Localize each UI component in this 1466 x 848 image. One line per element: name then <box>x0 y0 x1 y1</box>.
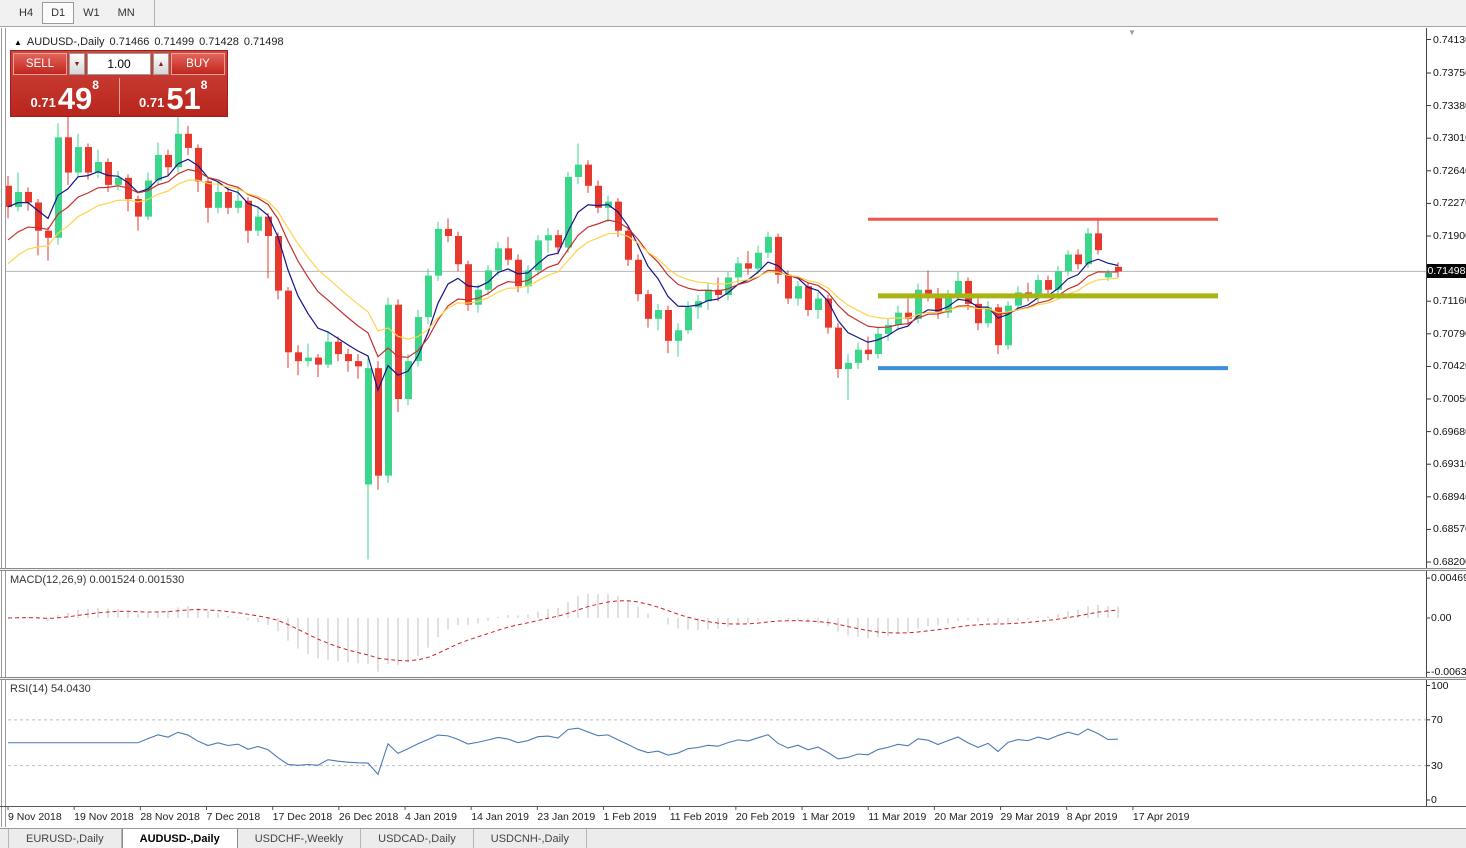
current-price-badge: 0.71498 <box>1427 264 1466 279</box>
volume-increase-button[interactable]: ▲ <box>153 53 169 75</box>
rsi-label: RSI(14) 54.0430 <box>10 683 91 695</box>
chart-tab-bar: EURUSD-,Daily AUDUSD-,Daily USDCHF-,Week… <box>0 828 1466 848</box>
sell-price-pip: 8 <box>92 78 99 92</box>
sell-price-big: 49 <box>57 81 93 117</box>
quote-high: 0.71499 <box>154 36 195 48</box>
sell-button[interactable]: SELL <box>13 53 67 75</box>
price-axis-border <box>1426 28 1427 806</box>
buy-price-pip: 8 <box>200 78 208 92</box>
volume-decrease-button[interactable]: ▼ <box>69 53 85 75</box>
macd-panel-splitter[interactable] <box>0 568 1466 571</box>
macd-label: MACD(12,26,9) 0.001524 0.001530 <box>10 574 185 586</box>
chart-tab-usdchf[interactable]: USDCHF-,Weekly <box>238 829 362 848</box>
buy-price[interactable]: 0.71 51 8 <box>122 76 226 116</box>
chart-title: ▲ AUDUSD-,Daily 0.71466 0.71499 0.71428 … <box>14 36 284 48</box>
toolbar-divider <box>153 0 155 26</box>
buy-price-big: 51 <box>166 81 201 117</box>
chart-tab-usdcnh[interactable]: USDCNH-,Daily <box>474 829 587 848</box>
buy-price-prefix: 0.71 <box>139 95 165 110</box>
chart-tab-audusd[interactable]: AUDUSD-,Daily <box>121 829 238 848</box>
sell-price-prefix: 0.71 <box>30 95 56 110</box>
symbol-name: AUDUSD-,Daily <box>26 36 105 48</box>
buy-button[interactable]: BUY <box>171 53 225 75</box>
timeframe-toolbar: H4 D1 W1 MN <box>0 0 1466 27</box>
timeframe-tab-h4[interactable]: H4 <box>19 7 34 19</box>
window-left-frame <box>1 28 6 827</box>
date-axis-border <box>0 806 1466 807</box>
volume-input[interactable] <box>87 53 151 75</box>
quote-low: 0.71428 <box>199 36 239 48</box>
price-divider <box>118 78 120 114</box>
rsi-panel-splitter[interactable] <box>0 677 1466 680</box>
chart-tab-eurusd[interactable]: EURUSD-,Daily <box>8 829 122 848</box>
scroll-end-marker-icon[interactable]: ▼ <box>1128 28 1136 37</box>
symbol-marker-icon: ▲ <box>14 37 22 47</box>
one-click-trading-panel: SELL ▼ ▲ BUY 0.71 49 8 0.71 51 8 <box>10 50 228 117</box>
quote-open: 0.71466 <box>109 36 150 48</box>
timeframe-tab-mn[interactable]: MN <box>117 7 135 19</box>
chart-tab-usdcad[interactable]: USDCAD-,Daily <box>361 829 474 848</box>
timeframe-tab-d1[interactable]: D1 <box>42 2 75 24</box>
quote-close: 0.71498 <box>243 36 284 48</box>
sell-price[interactable]: 0.71 49 8 <box>13 76 117 116</box>
timeframe-tab-w1[interactable]: W1 <box>83 7 100 19</box>
